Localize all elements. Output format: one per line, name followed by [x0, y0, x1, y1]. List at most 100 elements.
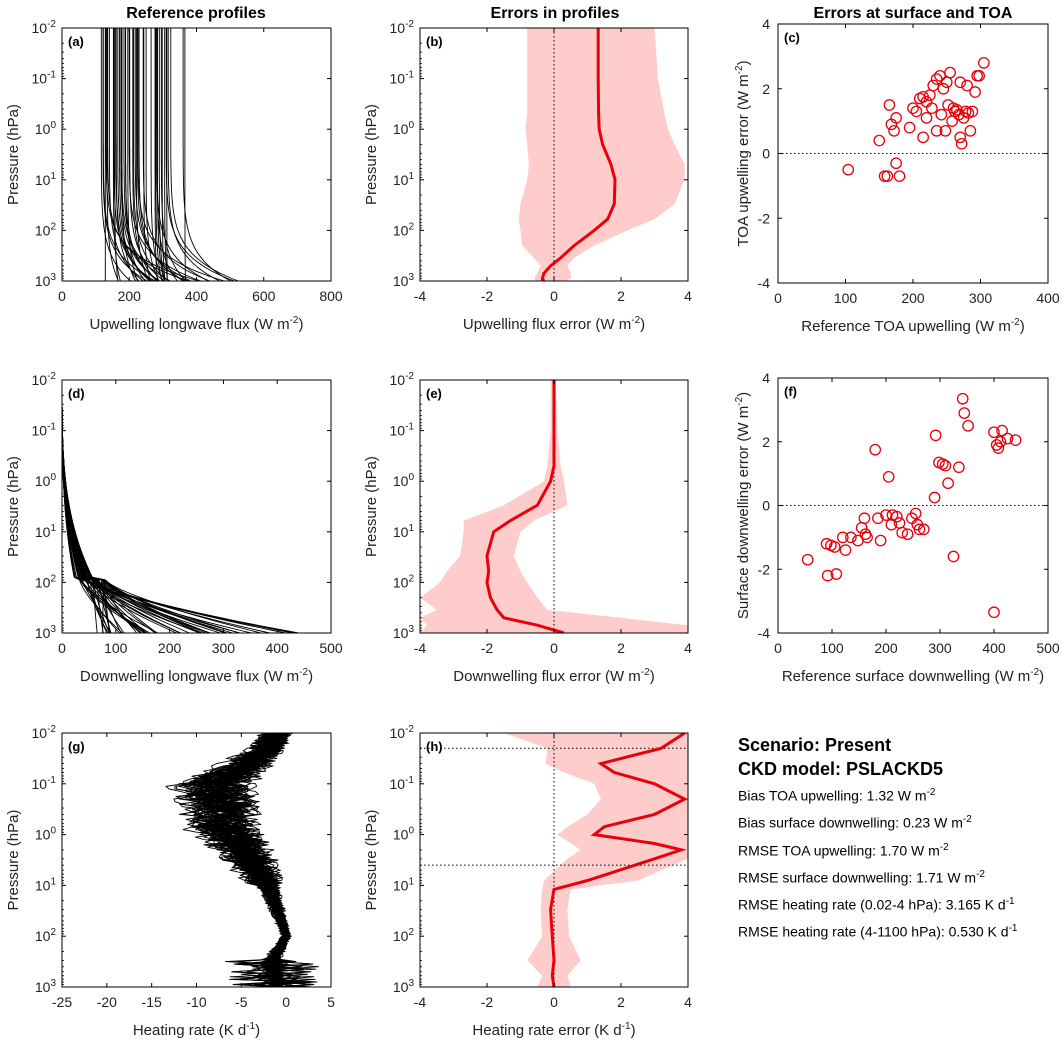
profile-line: [62, 380, 221, 633]
scatter-point: [930, 124, 943, 137]
scatter-point: [890, 112, 902, 124]
profile-line: [62, 380, 111, 633]
x-axis-label: Upwelling flux error (W m-2): [463, 315, 645, 333]
scatter-point: [801, 553, 814, 566]
y-axis-label: TOA upwelling error (W m-2): [734, 60, 752, 246]
x-tick-label: 0: [774, 290, 782, 306]
error-band: [503, 733, 688, 987]
y-tick-label: 4: [762, 370, 770, 386]
profile-line: [62, 380, 210, 633]
x-tick-label: 4: [684, 288, 692, 304]
scatter-point: [917, 523, 930, 536]
scatter-point: [883, 99, 896, 111]
y-tick-label: 100: [393, 826, 415, 843]
summary-line: RMSE heating rate (4-1100 hPa): 0.530 K …: [738, 923, 1018, 940]
panel-a: 0 200 400 600 800 10-2 10-1 100 101 102 103 Upwelli…: [5, 19, 343, 333]
y-tick-label: 10-1: [32, 775, 57, 792]
profile-line: [62, 380, 228, 633]
panels: 0 200 400 600 80010-210-1100101102103Upwelli…: [5, 16, 1060, 1039]
profile-line: [133, 28, 170, 281]
scatter-point: [947, 102, 960, 115]
scatter-point: [901, 528, 914, 541]
x-tick-label: -4: [414, 994, 427, 1010]
panel-letter: (c): [784, 30, 800, 45]
profile-line: [142, 28, 210, 281]
panel-f: 0 100 200 300 400 500 -4 -2 0 2 4 Reference surface…: [734, 370, 1060, 685]
x-tick-label: 0: [58, 288, 66, 304]
plot-area: [62, 380, 299, 633]
panel-c: 0 100 200 300 400 -4 -2 0 2 4 Reference TOA upwell…: [734, 16, 1060, 335]
profile-line: [62, 380, 241, 633]
x-tick-label: 0: [550, 640, 558, 656]
y-tick-label: -2: [758, 561, 771, 577]
scatter-point: [873, 134, 886, 147]
y-tick-label: 10-2: [32, 724, 57, 741]
x-tick-label: 300: [969, 290, 993, 306]
x-tick-label: 100: [834, 290, 858, 306]
profile-line: [120, 28, 160, 281]
x-tick-label: 4: [684, 640, 692, 656]
scatter-point: [1001, 432, 1014, 445]
y-tick-label: 103: [393, 272, 415, 289]
panel-e: -4 -2 0 2 4 10-2 10-1 100 101 102 103 Downwelling f…: [363, 371, 692, 685]
y-tick-label: -4: [758, 275, 771, 291]
plot-area: [778, 392, 1048, 619]
y-tick-label: 101: [393, 876, 415, 893]
summary-line: Bias TOA upwelling: 1.32 W m-2: [738, 787, 936, 804]
y-axis-label: Pressure (hPa): [363, 104, 380, 205]
scatter-point: [878, 170, 891, 183]
panel-letter: (g): [68, 739, 85, 754]
scatter-point: [885, 518, 898, 531]
summary-line: RMSE heating rate (0.02-4 hPa): 3.165 K …: [738, 896, 1015, 913]
x-tick-label: 0: [58, 640, 66, 656]
y-axis-label: Pressure (hPa): [363, 810, 380, 911]
profile-line: [174, 733, 290, 987]
y-tick-label: 10-2: [390, 19, 415, 36]
panel-g: -25 -20 -15 -10 -5 0 5 10-2 10-1 100 101 102 103 Heat…: [5, 724, 335, 1039]
profile-line: [157, 28, 165, 281]
profile-line: [182, 28, 231, 281]
scatter-point: [959, 105, 972, 118]
panel-letter: (d): [68, 386, 85, 401]
scatter-point: [836, 531, 849, 544]
y-tick-label: 0: [762, 498, 770, 514]
x-tick-label: 2: [617, 994, 625, 1010]
axes-box: [61, 27, 332, 282]
profile-line: [62, 380, 226, 633]
scatter-point: [944, 66, 956, 79]
y-tick-label: 101: [35, 523, 57, 540]
scatter-point: [869, 443, 882, 456]
scatter-point: [910, 105, 923, 118]
scatter-point: [940, 76, 953, 89]
x-tick-label: 0: [550, 994, 558, 1010]
x-tick-label: 400: [982, 640, 1006, 656]
y-tick-label: 10-2: [390, 371, 415, 388]
profile-line: [106, 28, 119, 281]
profile-line: [180, 733, 289, 987]
y-tick-label: 4: [762, 16, 770, 32]
x-tick-label: 5: [327, 994, 335, 1010]
profile-line: [62, 380, 211, 633]
profile-line: [62, 380, 211, 633]
scatter-point: [962, 419, 974, 432]
scatter-point: [927, 79, 940, 92]
scatter-point: [978, 56, 990, 69]
profile-line: [191, 733, 293, 987]
scatter-point: [861, 531, 873, 544]
profile-line: [167, 28, 220, 281]
scatter-point: [924, 89, 936, 102]
y-tick-label: 100: [35, 472, 57, 489]
x-tick-label: 500: [319, 640, 343, 656]
x-tick-label: 0: [550, 288, 558, 304]
y-tick-label: 0: [762, 146, 770, 162]
profile-line: [156, 28, 209, 281]
x-tick-label: 2: [617, 288, 625, 304]
ckd-model-label: CKD model: PSLACKD5: [738, 759, 944, 779]
scatter-point: [907, 102, 919, 115]
y-axis-label: Surface downwelling error (W m-2): [734, 392, 752, 619]
y-tick-label: 101: [393, 523, 415, 540]
scatter-point: [872, 512, 884, 525]
scatter-point: [996, 424, 1008, 437]
profile-line: [117, 28, 153, 281]
scatter-point: [954, 131, 967, 144]
